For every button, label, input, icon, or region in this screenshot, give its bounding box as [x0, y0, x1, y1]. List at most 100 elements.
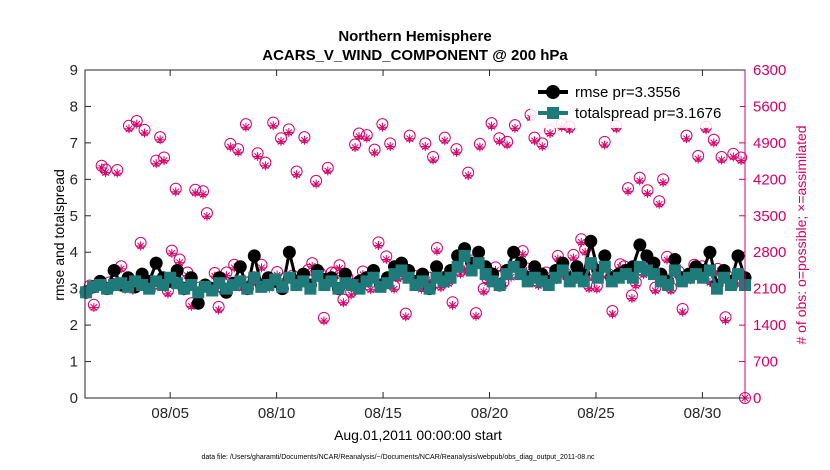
obs-assimilated-point — [736, 156, 746, 166]
y-left-tick-label: 3 — [70, 281, 78, 298]
obs-assimilated-point — [350, 143, 360, 153]
obs-assimilated-point — [728, 152, 738, 162]
obs-assimilated-point — [428, 155, 438, 165]
obs-assimilated-point — [241, 122, 251, 132]
rmse-point — [430, 260, 444, 274]
obs-assimilated-point — [233, 147, 243, 157]
obs-assimilated-point — [682, 134, 692, 144]
obs-assimilated-point — [190, 188, 200, 198]
totalspread-point — [577, 275, 590, 288]
obs-assimilated-point — [401, 312, 411, 322]
y-axis-label-right: # of obs: o=possible; ×=assimilated — [793, 125, 809, 344]
obs-assimilated-point — [132, 119, 142, 129]
obs-assimilated-point — [654, 199, 664, 209]
x-tick-label: 08/20 — [471, 405, 509, 422]
obs-assimilated-point — [607, 309, 617, 319]
obs-assimilated-point — [101, 168, 111, 178]
obs-assimilated-point — [260, 161, 270, 171]
totalspread-point — [311, 269, 324, 282]
obs-assimilated-point — [140, 128, 150, 138]
obs-assimilated-point — [171, 187, 181, 197]
chart-title-line2: ACARS_V_WIND_COMPONENT @ 200 hPa — [262, 47, 568, 64]
y-right-tick-label: 2100 — [753, 281, 786, 298]
totalspread-point — [661, 279, 674, 292]
obs-assimilated-point — [136, 241, 146, 251]
x-tick-label: 08/30 — [684, 405, 722, 422]
obs-assimilated-point — [717, 155, 727, 165]
totalspread-point — [255, 280, 268, 293]
totalspread-point — [248, 271, 261, 284]
obs-assimilated-point — [151, 159, 161, 169]
totalspread-point — [556, 264, 569, 277]
obs-assimilated-point — [479, 287, 489, 297]
totalspread-point — [444, 271, 457, 284]
obs-assimilated-point — [432, 246, 442, 256]
obs-assimilated-point — [163, 289, 173, 299]
x-tick-label: 08/10 — [258, 405, 296, 422]
y-right-tick-label: 6300 — [753, 62, 786, 79]
obs-assimilated-point — [529, 136, 539, 146]
obs-assimilated-point — [373, 240, 383, 250]
obs-assimilated-point — [440, 136, 450, 146]
rmse-point — [507, 245, 521, 259]
totalspread-point — [703, 264, 716, 277]
rmse-point — [633, 238, 647, 252]
legend: rmse pr=3.3556 totalspread pr=3.1676 — [530, 78, 740, 128]
y-axis-label-left: rmse and totalspread — [51, 169, 67, 301]
obs-assimilated-point — [377, 122, 387, 132]
obs-assimilated-point — [346, 290, 356, 300]
obs-assimilated-point — [678, 307, 688, 317]
totalspread-point — [451, 260, 464, 273]
x-tick-label: 08/25 — [577, 405, 615, 422]
rmse-point — [598, 249, 612, 263]
obs-assimilated-point — [284, 127, 294, 137]
obs-assimilated-point — [97, 163, 107, 173]
obs-assimilated-point — [475, 142, 485, 152]
y-left-tick-label: 1 — [70, 354, 78, 371]
y-right-tick-label: 3500 — [753, 208, 786, 225]
totalspread-point — [731, 268, 744, 281]
obs-assimilated-point — [323, 166, 333, 176]
y-right-tick-label: 4900 — [753, 135, 786, 152]
y-right-tick-label: 2800 — [753, 244, 786, 261]
obs-assimilated-point — [600, 140, 610, 150]
x-axis-label: Aug.01,2011 00:00:00 start — [334, 427, 502, 443]
obs-assimilated-point — [537, 142, 547, 152]
rmse-point — [149, 256, 163, 270]
obs-assimilated-point — [502, 140, 512, 150]
y-right-tick-label: 1400 — [753, 317, 786, 334]
obs-assimilated-point — [292, 170, 302, 180]
data-file-footnote: data file: /Users/gharamti/Documents/NCA… — [201, 454, 595, 461]
obs-assimilated-point — [627, 294, 637, 304]
x-tick-label: 08/15 — [364, 405, 402, 422]
obs-assimilated-point — [112, 168, 122, 178]
obs-assimilated-point — [198, 189, 208, 199]
obs-assimilated-point — [362, 133, 372, 143]
obs-assimilated-point — [471, 311, 481, 321]
rmse-point — [191, 296, 205, 310]
obs-assimilated-point — [159, 156, 169, 166]
obs-assimilated-point — [155, 135, 165, 145]
obs-assimilated-point — [253, 151, 263, 161]
y-left-tick-label: 8 — [70, 98, 78, 115]
legend-totalspread-label: totalspread pr=3.1676 — [575, 105, 721, 122]
rmse-point — [107, 263, 121, 277]
totalspread-point — [724, 279, 737, 292]
totalspread-point — [668, 264, 681, 277]
obs-assimilated-point — [693, 154, 703, 164]
totalspread-point — [304, 282, 317, 295]
legend-totalspread-marker — [547, 107, 559, 119]
obs-assimilated-point — [319, 316, 329, 326]
totalspread-point — [381, 277, 394, 290]
totalspread-point — [423, 282, 436, 295]
obs-assimilated-point — [276, 136, 286, 146]
totalspread-point — [472, 257, 485, 270]
obs-assimilated-point — [592, 284, 602, 294]
obs-assimilated-point — [709, 138, 719, 148]
y-right-tick-label: 4200 — [753, 171, 786, 188]
x-tick-label: 08/05 — [151, 405, 189, 422]
obs-assimilated-point — [420, 142, 430, 152]
totalspread-point — [626, 271, 639, 284]
obs-assimilated-point — [623, 186, 633, 196]
obs-assimilated-point — [299, 135, 309, 145]
